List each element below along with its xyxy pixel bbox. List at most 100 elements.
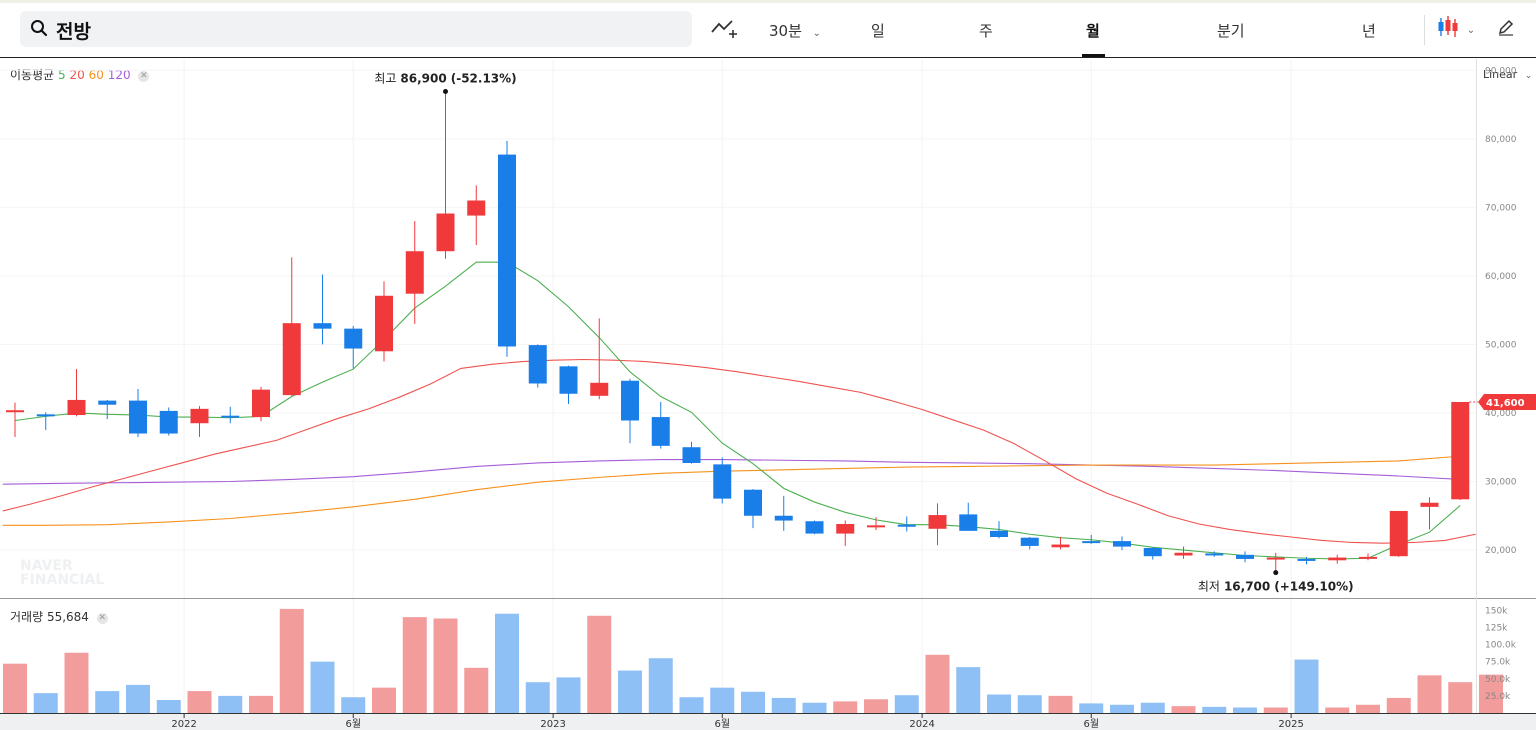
candle-body xyxy=(282,323,301,396)
tab-year[interactable]: 년 xyxy=(1362,22,1376,40)
volume-bars xyxy=(3,608,1503,713)
ma20-legend: 20 xyxy=(69,68,85,82)
y-tick-label: 60,000 xyxy=(1485,272,1517,282)
tab-week[interactable]: 주 xyxy=(979,22,993,40)
watermark-line-1: NAVER xyxy=(20,558,73,574)
ma20-line xyxy=(2,358,1476,544)
candlestick-icon xyxy=(1438,16,1458,37)
volume-bar xyxy=(1448,682,1473,713)
candle-body xyxy=(836,523,855,534)
volume-bar xyxy=(1048,695,1073,713)
interval-label: 30분 xyxy=(769,22,802,40)
volume-bar xyxy=(833,701,858,713)
volume-bar xyxy=(249,695,273,713)
candle-body xyxy=(1143,547,1162,557)
volume-bar xyxy=(1356,704,1380,713)
volume-label: 거래량 xyxy=(10,610,44,624)
volume-bar xyxy=(1417,675,1442,713)
volume-tick-label: 50.0k xyxy=(1485,675,1511,685)
volume-bar xyxy=(618,670,642,713)
volume-bar xyxy=(64,652,89,713)
tab-month[interactable]: 월 xyxy=(1086,22,1100,40)
volume-bar xyxy=(433,618,458,713)
close-icon[interactable]: ✕ xyxy=(138,71,150,82)
volume-bar xyxy=(372,687,396,713)
volume-bar xyxy=(1079,703,1104,713)
low-label-prefix: 최저 xyxy=(1198,580,1220,594)
annotations: 최고 86,900 (-52.13%) 최저 16,700 (+149.10%) 41,60… xyxy=(374,72,1536,594)
volume-legend: 거래량 55,684 ✕ xyxy=(10,608,108,625)
volume-bar xyxy=(218,695,243,713)
volume-bar xyxy=(187,691,212,713)
watermark: NAVER FINANCIAL xyxy=(20,558,104,588)
close-icon[interactable]: ✕ xyxy=(96,613,108,624)
volume-bar xyxy=(341,697,366,713)
candle-body xyxy=(6,410,24,413)
x-tick-label: 6월 xyxy=(1083,718,1099,730)
interval-select[interactable]: 30분 ⌄ xyxy=(769,20,821,41)
candle-body xyxy=(375,295,393,352)
axes: 90,000 80,000 70,000 60,000 50,000 40,000 30,0… xyxy=(0,59,1536,730)
volume-bar xyxy=(648,658,673,713)
candle-body xyxy=(344,328,363,349)
volume-bar xyxy=(1233,707,1257,713)
candle-body xyxy=(682,447,701,463)
edit-pencil-icon[interactable] xyxy=(1496,17,1516,41)
search-icon[interactable] xyxy=(30,19,48,41)
candle-body xyxy=(1420,502,1439,507)
candle-body xyxy=(67,399,86,416)
low-marker xyxy=(1273,570,1279,576)
volume-bar xyxy=(925,654,950,713)
volume-bar xyxy=(741,691,765,713)
scale-select[interactable]: Linear ⌄ xyxy=(1483,68,1532,81)
volume-bar xyxy=(1386,697,1411,713)
volume-bar xyxy=(3,663,27,713)
candle-body xyxy=(1297,558,1316,561)
volume-tick-label: 125k xyxy=(1485,623,1508,633)
candle-body xyxy=(621,380,639,421)
candle-body xyxy=(928,515,947,529)
candle-body xyxy=(129,400,147,434)
volume-bar xyxy=(1171,706,1196,713)
candle-body xyxy=(1020,537,1039,546)
x-tick-label: 2025 xyxy=(1278,719,1303,730)
x-tick-label: 6월 xyxy=(345,718,361,730)
volume-bar xyxy=(1294,659,1319,713)
x-tick-label: 2024 xyxy=(909,719,934,730)
add-indicator-icon[interactable] xyxy=(710,16,738,44)
volume-bar xyxy=(1140,702,1165,713)
x-tick-label: 6월 xyxy=(714,718,730,730)
volume-bar xyxy=(1479,674,1503,713)
y-tick-label: 70,000 xyxy=(1485,203,1517,213)
chart-type-select[interactable]: ⌄ xyxy=(1424,15,1475,45)
volume-tick-label: 75.0k xyxy=(1485,658,1511,668)
candle-body xyxy=(221,415,240,418)
high-marker xyxy=(443,89,448,95)
candle-body xyxy=(313,323,332,329)
y-tick-label: 40,000 xyxy=(1485,409,1517,419)
candle-body xyxy=(897,524,916,527)
scale-label: Linear xyxy=(1483,68,1518,81)
volume-bar xyxy=(95,691,120,713)
volume-tick-label: 100.0k xyxy=(1485,641,1517,651)
volume-bar xyxy=(1325,707,1350,713)
candle-body xyxy=(1451,401,1470,500)
volume-bar xyxy=(156,699,181,713)
search-query[interactable]: 전방 xyxy=(56,21,91,43)
volume-bar xyxy=(464,667,489,713)
active-tab-indicator xyxy=(1082,54,1105,57)
tab-quarter[interactable]: 분기 xyxy=(1217,22,1245,40)
toolbar: 전방 30분 ⌄ 일 주 월 분기 년 ⌄ xyxy=(0,3,1536,58)
candle-body xyxy=(436,213,455,252)
x-axis-band xyxy=(0,714,1536,730)
moving-average-legend: 이동평균 5 20 60 120 ✕ xyxy=(10,66,150,83)
volume-bar xyxy=(710,687,735,713)
low-label: 최저 16,700 (+149.10%) xyxy=(1198,580,1354,594)
candles xyxy=(6,91,1470,573)
candle-body xyxy=(467,200,486,216)
candle-body xyxy=(1082,541,1101,544)
search-box[interactable]: 전방 xyxy=(20,11,692,47)
volume-bar xyxy=(1017,695,1042,713)
tab-day[interactable]: 일 xyxy=(871,22,885,40)
